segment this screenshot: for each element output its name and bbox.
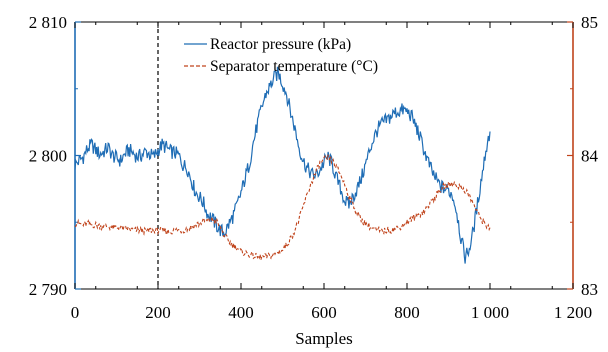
x-tick-label: 800	[394, 303, 420, 322]
series-line-separator-temperature	[74, 154, 491, 260]
series-layer	[74, 66, 491, 264]
x-tick-label: 1 000	[471, 303, 509, 322]
x-tick-label: 600	[311, 303, 337, 322]
right-y-tick-label: 85	[581, 13, 598, 32]
x-tick-label: 1 200	[554, 303, 592, 322]
x-tick-label: 200	[145, 303, 171, 322]
x-axis-ticks: 0 200 400 600 800 1 000 1 200	[71, 22, 592, 322]
left-y-tick-label: 2 810	[29, 13, 67, 32]
series-line-reactor-pressure	[74, 66, 491, 264]
left-y-tick-label: 2 800	[29, 147, 67, 166]
x-axis-title: Samples	[295, 329, 353, 348]
legend-label: Separator temperature (°C)	[210, 58, 378, 75]
left-y-tick-label: 2 790	[29, 280, 67, 299]
left-y-axis-ticks: 2 790 2 800 2 810	[29, 13, 81, 299]
x-tick-label: 400	[228, 303, 254, 322]
right-y-axis-ticks: 83 84 85	[567, 13, 599, 299]
x-tick-label: 0	[71, 303, 80, 322]
legend-label: Reactor pressure (kPa)	[210, 36, 351, 53]
legend: Reactor pressure (kPa) Separator temperat…	[184, 36, 378, 75]
right-y-tick-label: 83	[581, 280, 598, 299]
right-y-tick-label: 84	[581, 147, 599, 166]
